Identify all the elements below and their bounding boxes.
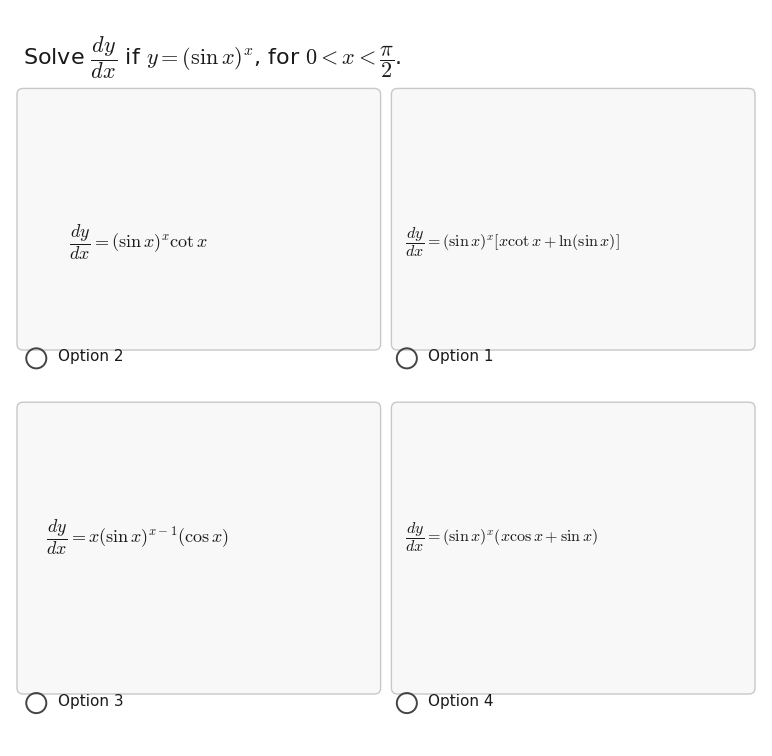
Text: Option 3: Option 3	[58, 694, 124, 709]
Text: $\dfrac{dy}{dx} = (\sin x)^x[x\cot x + \ln(\sin x)]$: $\dfrac{dy}{dx} = (\sin x)^x[x\cot x + \…	[405, 225, 620, 259]
Text: Solve $\dfrac{dy}{dx}$ if $y = (\sin x)^x$, for $\mathbf{0} < x < \dfrac{\pi}{2}: Solve $\dfrac{dy}{dx}$ if $y = (\sin x)^…	[23, 34, 401, 81]
FancyBboxPatch shape	[391, 402, 755, 694]
Text: Option 1: Option 1	[428, 349, 494, 364]
Text: Option 4: Option 4	[428, 694, 494, 709]
FancyBboxPatch shape	[17, 88, 381, 350]
Text: $\dfrac{dy}{dx} = (\sin x)^x(x\cos x + \sin x)$: $\dfrac{dy}{dx} = (\sin x)^x(x\cos x + \…	[405, 520, 598, 553]
FancyBboxPatch shape	[391, 88, 755, 350]
FancyBboxPatch shape	[17, 402, 381, 694]
Text: $\dfrac{dy}{dx} = (\sin x)^x \cot x$: $\dfrac{dy}{dx} = (\sin x)^x \cot x$	[69, 222, 208, 262]
Text: $\dfrac{dy}{dx} = x(\sin x)^{x-1}(\cos x)$: $\dfrac{dy}{dx} = x(\sin x)^{x-1}(\cos x…	[46, 517, 229, 556]
Text: Option 2: Option 2	[58, 349, 124, 364]
